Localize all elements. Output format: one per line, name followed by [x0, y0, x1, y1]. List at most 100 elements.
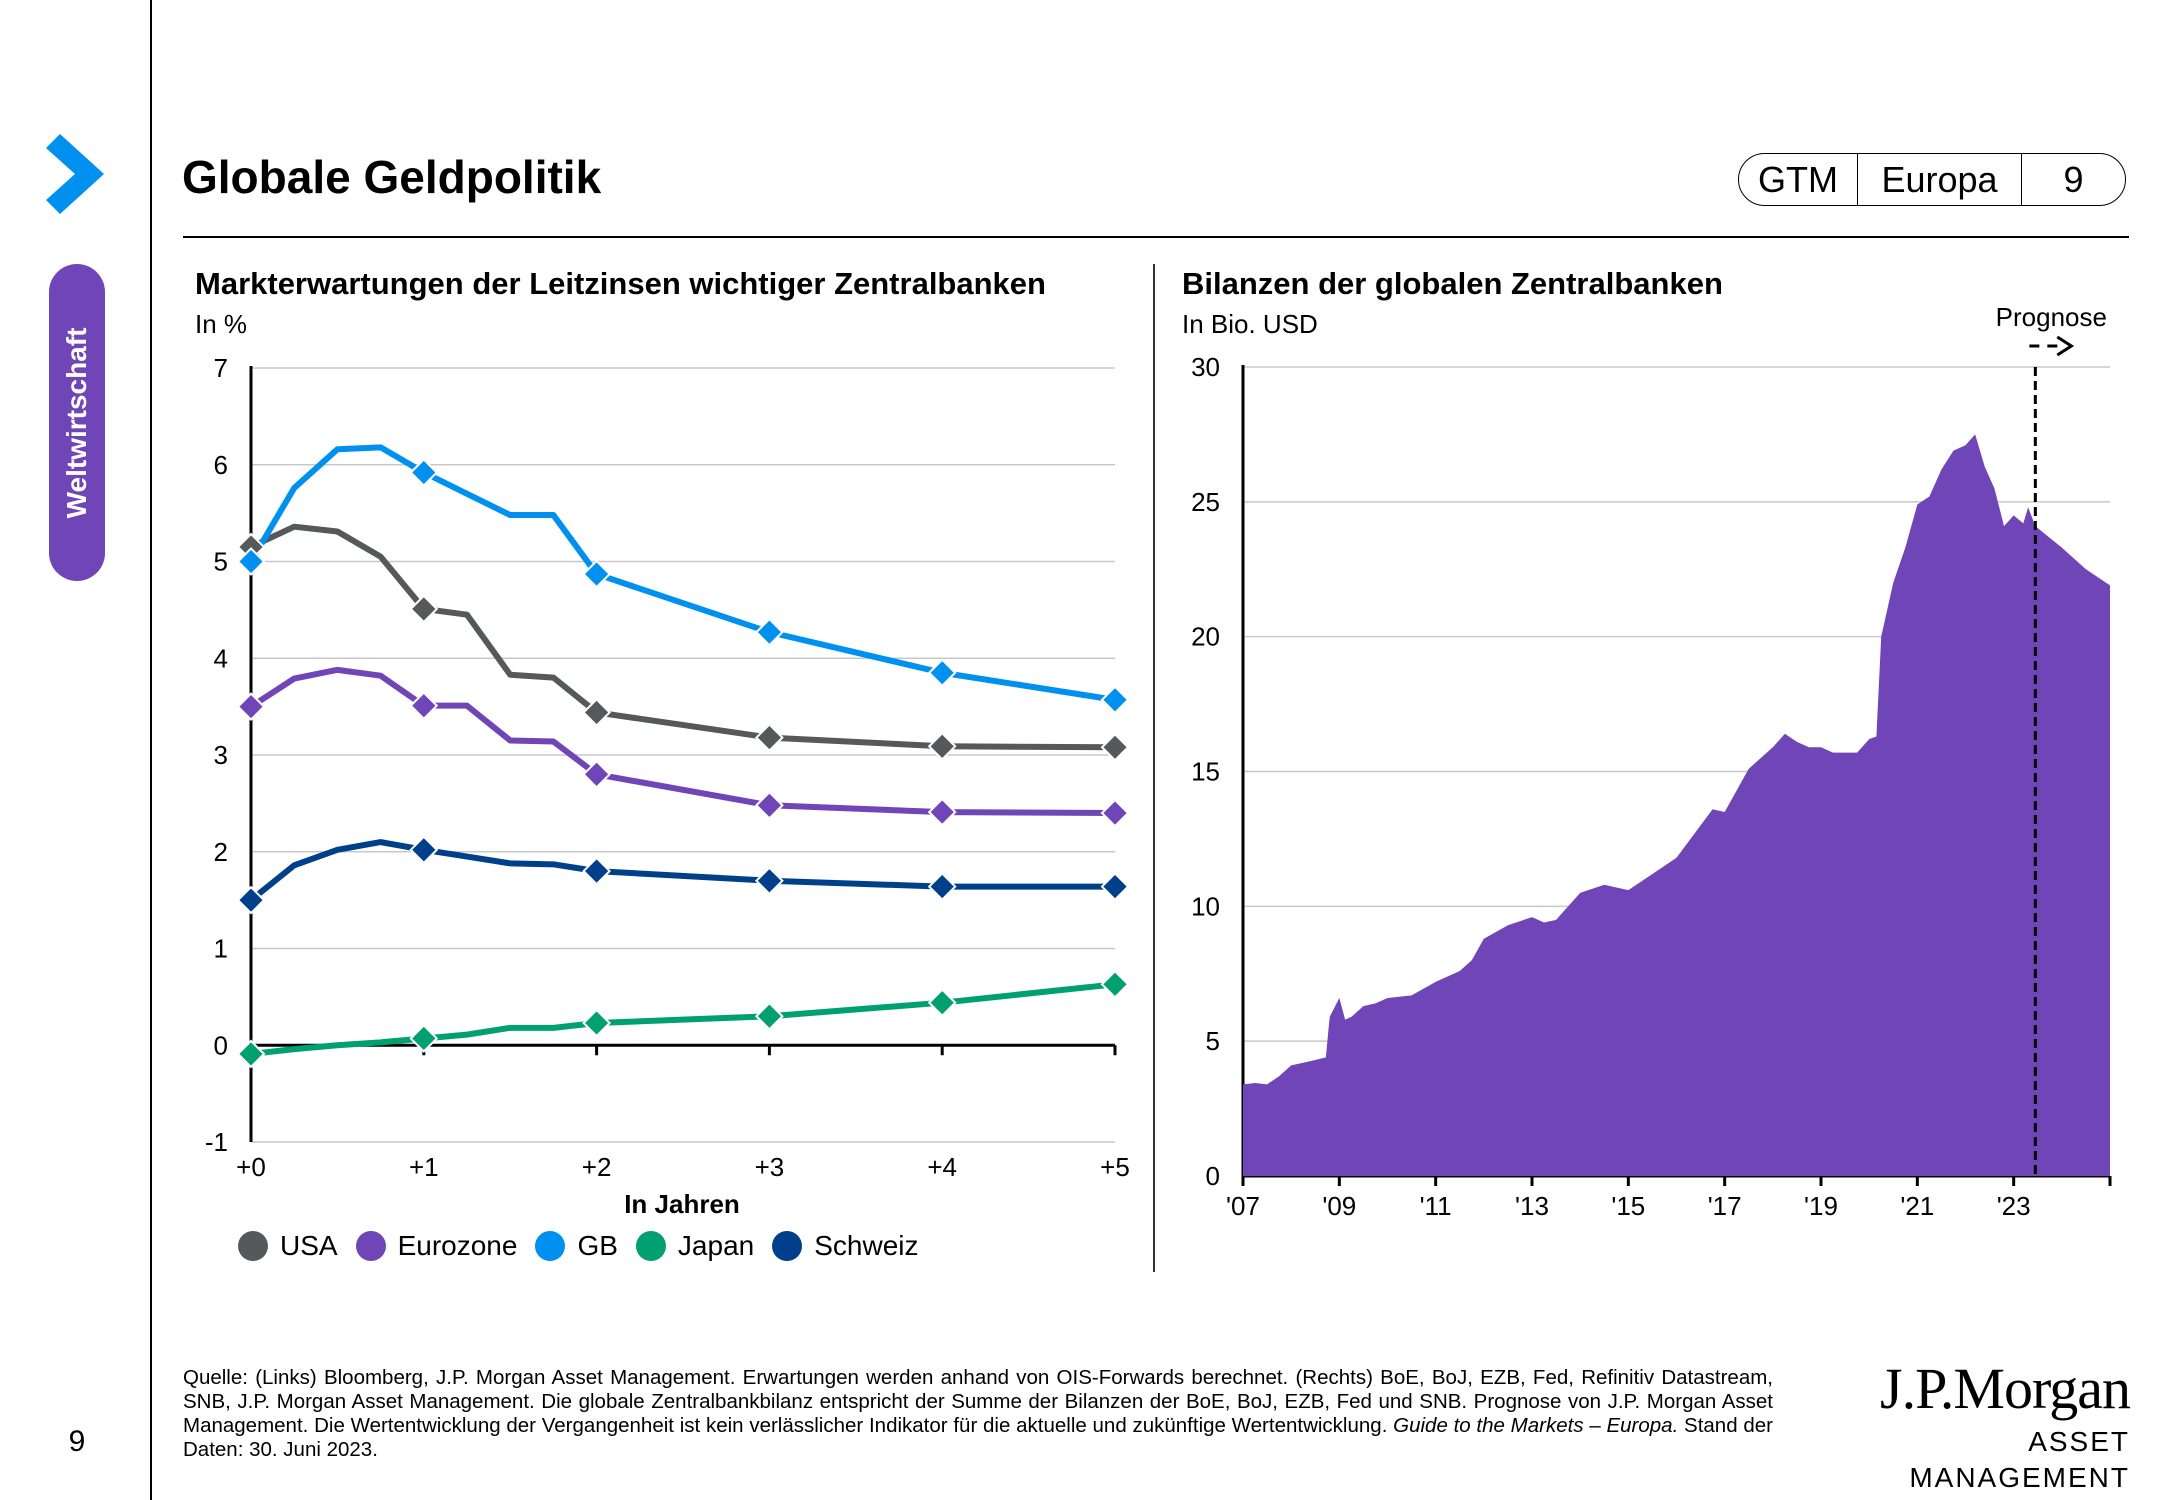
page-number: 9 — [68, 1425, 86, 1458]
data-point-gb — [236, 547, 266, 576]
chevron-shape — [46, 134, 104, 214]
data-point-japan — [236, 1039, 266, 1069]
right-area — [1243, 434, 2110, 1177]
x-tick-label: '13 — [1515, 1191, 1549, 1221]
data-point-eurozone — [582, 759, 612, 789]
left-y-ticks: 7 6 5 4 3 2 1 0 -1 — [205, 353, 228, 1157]
legend-item-usa[interactable]: USA — [238, 1230, 338, 1262]
left-chart-xlabel: In Jahren — [624, 1189, 740, 1219]
right-y-ticks: 30 25 20 15 10 5 0 — [1191, 352, 1220, 1191]
data-point-schweiz — [409, 835, 439, 865]
legend-label: USA — [280, 1230, 338, 1261]
gtm-badge: GTM Europa 9 — [1738, 153, 2126, 206]
y-tick-label: 6 — [214, 450, 228, 480]
data-point-japan — [927, 988, 957, 1018]
footnote-source: Quelle: (Links) Bloomberg, J.P. Morgan A… — [183, 1366, 1773, 1437]
data-point-japan — [582, 1008, 612, 1038]
data-point-eurozone — [927, 797, 957, 827]
chevron-right-icon — [46, 134, 104, 214]
x-tick-label: '11 — [1420, 1191, 1452, 1221]
data-point-usa — [1100, 732, 1130, 762]
x-tick-label: +2 — [582, 1152, 612, 1182]
legend-item-schweiz[interactable]: Schweiz — [772, 1230, 918, 1262]
left-chart-title: Markterwartungen der Leitzinsen wichtige… — [195, 266, 1046, 301]
legend-dot-japan — [635, 1231, 666, 1261]
right-chart-title: Bilanzen der globalen Zentralbanken — [1182, 266, 1723, 301]
data-point-japan — [409, 1024, 439, 1053]
series-line-japan — [250, 981, 1116, 1057]
central-bank-balance-chart: 30 25 20 15 10 5 0 '07 '09 '11 '13 '15 '17 '19 '21 '23… — [1191, 302, 2112, 1221]
left-chart-legend: USA Eurozone GB Japan Schweiz — [238, 1230, 936, 1262]
x-tick-label: '15 — [1611, 1191, 1645, 1221]
legend-dot-eurozone — [355, 1231, 386, 1261]
y-tick-label: 10 — [1191, 891, 1220, 921]
badge-series: GTM — [1739, 154, 1858, 205]
data-point-gb — [927, 658, 957, 688]
data-point-usa — [582, 698, 612, 727]
header-rule — [183, 236, 2129, 238]
data-point-gb — [582, 559, 612, 589]
data-point-gb — [1100, 685, 1130, 715]
logo-subtitle: ASSET MANAGEMENT — [1909, 1426, 2130, 1493]
legend-label: Japan — [677, 1230, 755, 1261]
left-grid — [249, 366, 1115, 1143]
series-line-gb — [248, 444, 1116, 703]
legend-label: GB — [577, 1230, 618, 1261]
y-tick-label: 20 — [1191, 622, 1220, 652]
y-tick-label: 7 — [214, 353, 228, 383]
data-point-gb — [754, 617, 784, 647]
legend-item-gb[interactable]: GB — [535, 1230, 618, 1262]
left-series — [236, 444, 1130, 1069]
data-point-schweiz — [1100, 872, 1130, 901]
balance-area — [1243, 434, 2110, 1177]
x-tick-label: '21 — [1900, 1191, 1934, 1221]
y-tick-label: 4 — [214, 643, 228, 673]
data-point-japan — [754, 1001, 784, 1031]
y-tick-label: -1 — [205, 1127, 228, 1157]
series-line-usa — [249, 523, 1116, 751]
x-tick-label: +4 — [927, 1152, 957, 1182]
data-point-usa — [754, 723, 784, 752]
x-tick-label: +5 — [1100, 1152, 1130, 1182]
data-point-schweiz — [236, 885, 266, 915]
badge-page: 9 — [2063, 158, 2084, 200]
legend-item-eurozone[interactable]: Eurozone — [355, 1230, 517, 1262]
left-chart-ylabel: In % — [195, 309, 248, 339]
y-tick-label: 3 — [214, 740, 228, 770]
data-point-usa — [927, 731, 957, 761]
data-point-japan — [1100, 969, 1130, 999]
forecast-label: Prognose — [1996, 302, 2107, 332]
section-tab-weltwirtschaft[interactable]: Weltwirtschaft — [49, 264, 105, 581]
y-tick-label: 5 — [1206, 1026, 1220, 1056]
data-point-usa — [409, 594, 439, 624]
forecast-arrow-head-icon — [2056, 335, 2075, 357]
y-tick-label: 2 — [214, 837, 228, 867]
left-x-ticks: +0 +1 +2 +3 +4 +5 — [236, 1045, 1130, 1182]
x-tick-label: +3 — [755, 1152, 785, 1182]
y-tick-label: 5 — [214, 547, 228, 577]
jpmorgan-logo: J.P.Morgan ASSET MANAGEMENT — [1830, 1358, 2131, 1496]
y-tick-label: 0 — [214, 1030, 228, 1060]
y-tick-label: 30 — [1191, 352, 1220, 382]
data-point-eurozone — [236, 692, 266, 722]
legend-item-japan[interactable]: Japan — [635, 1230, 755, 1262]
footnote-guide: Guide to the Markets – Europa. — [1393, 1414, 1679, 1437]
source-footnote: Quelle: (Links) Bloomberg, J.P. Morgan A… — [183, 1366, 1773, 1462]
badge-region: Europa — [1858, 154, 2022, 205]
series-line-eurozone — [249, 666, 1116, 817]
page-title: Globale Geldpolitik — [182, 151, 602, 203]
legend-dot-usa — [238, 1231, 268, 1261]
right-chart-ylabel: In Bio. USD — [1182, 309, 1318, 339]
data-point-gb — [409, 458, 439, 487]
x-tick-label: '19 — [1804, 1191, 1838, 1221]
y-tick-label: 0 — [1206, 1161, 1220, 1191]
legend-dot-schweiz — [772, 1231, 803, 1261]
x-tick-label: '17 — [1708, 1191, 1742, 1221]
legend-dot-gb — [535, 1231, 566, 1261]
data-point-eurozone — [409, 691, 439, 721]
data-point-eurozone — [754, 790, 784, 820]
y-tick-label: 25 — [1191, 487, 1220, 517]
series-line-schweiz — [249, 839, 1115, 903]
right-x-ticks: '07 '09 '11 '13 '15 '17 '19 '21 '23 — [1226, 1176, 2112, 1221]
y-tick-label: 15 — [1191, 757, 1220, 787]
